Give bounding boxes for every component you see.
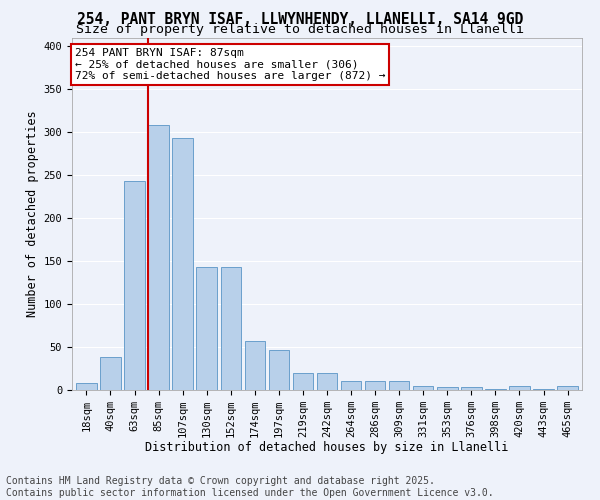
Bar	[413, 386, 433, 390]
Bar	[365, 382, 385, 390]
Bar	[509, 386, 530, 390]
Text: Size of property relative to detached houses in Llanelli: Size of property relative to detached ho…	[76, 24, 524, 36]
Bar	[533, 389, 554, 390]
Text: Contains HM Land Registry data © Crown copyright and database right 2025.
Contai: Contains HM Land Registry data © Crown c…	[6, 476, 494, 498]
X-axis label: Distribution of detached houses by size in Llanelli: Distribution of detached houses by size …	[145, 442, 509, 454]
Bar	[196, 267, 217, 390]
Bar	[269, 350, 289, 390]
Bar	[341, 382, 361, 390]
Text: 254 PANT BRYN ISAF: 87sqm
← 25% of detached houses are smaller (306)
72% of semi: 254 PANT BRYN ISAF: 87sqm ← 25% of detac…	[74, 48, 385, 82]
Bar	[485, 389, 506, 390]
Bar	[221, 267, 241, 390]
Bar	[172, 138, 193, 390]
Bar	[557, 386, 578, 390]
Bar	[148, 125, 169, 390]
Bar	[124, 181, 145, 390]
Bar	[317, 373, 337, 390]
Bar	[100, 358, 121, 390]
Y-axis label: Number of detached properties: Number of detached properties	[26, 110, 40, 317]
Text: 254, PANT BRYN ISAF, LLWYNHENDY, LLANELLI, SA14 9GD: 254, PANT BRYN ISAF, LLWYNHENDY, LLANELL…	[77, 12, 523, 28]
Bar	[76, 383, 97, 390]
Bar	[293, 373, 313, 390]
Bar	[245, 341, 265, 390]
Bar	[437, 388, 458, 390]
Bar	[389, 382, 409, 390]
Bar	[461, 388, 482, 390]
